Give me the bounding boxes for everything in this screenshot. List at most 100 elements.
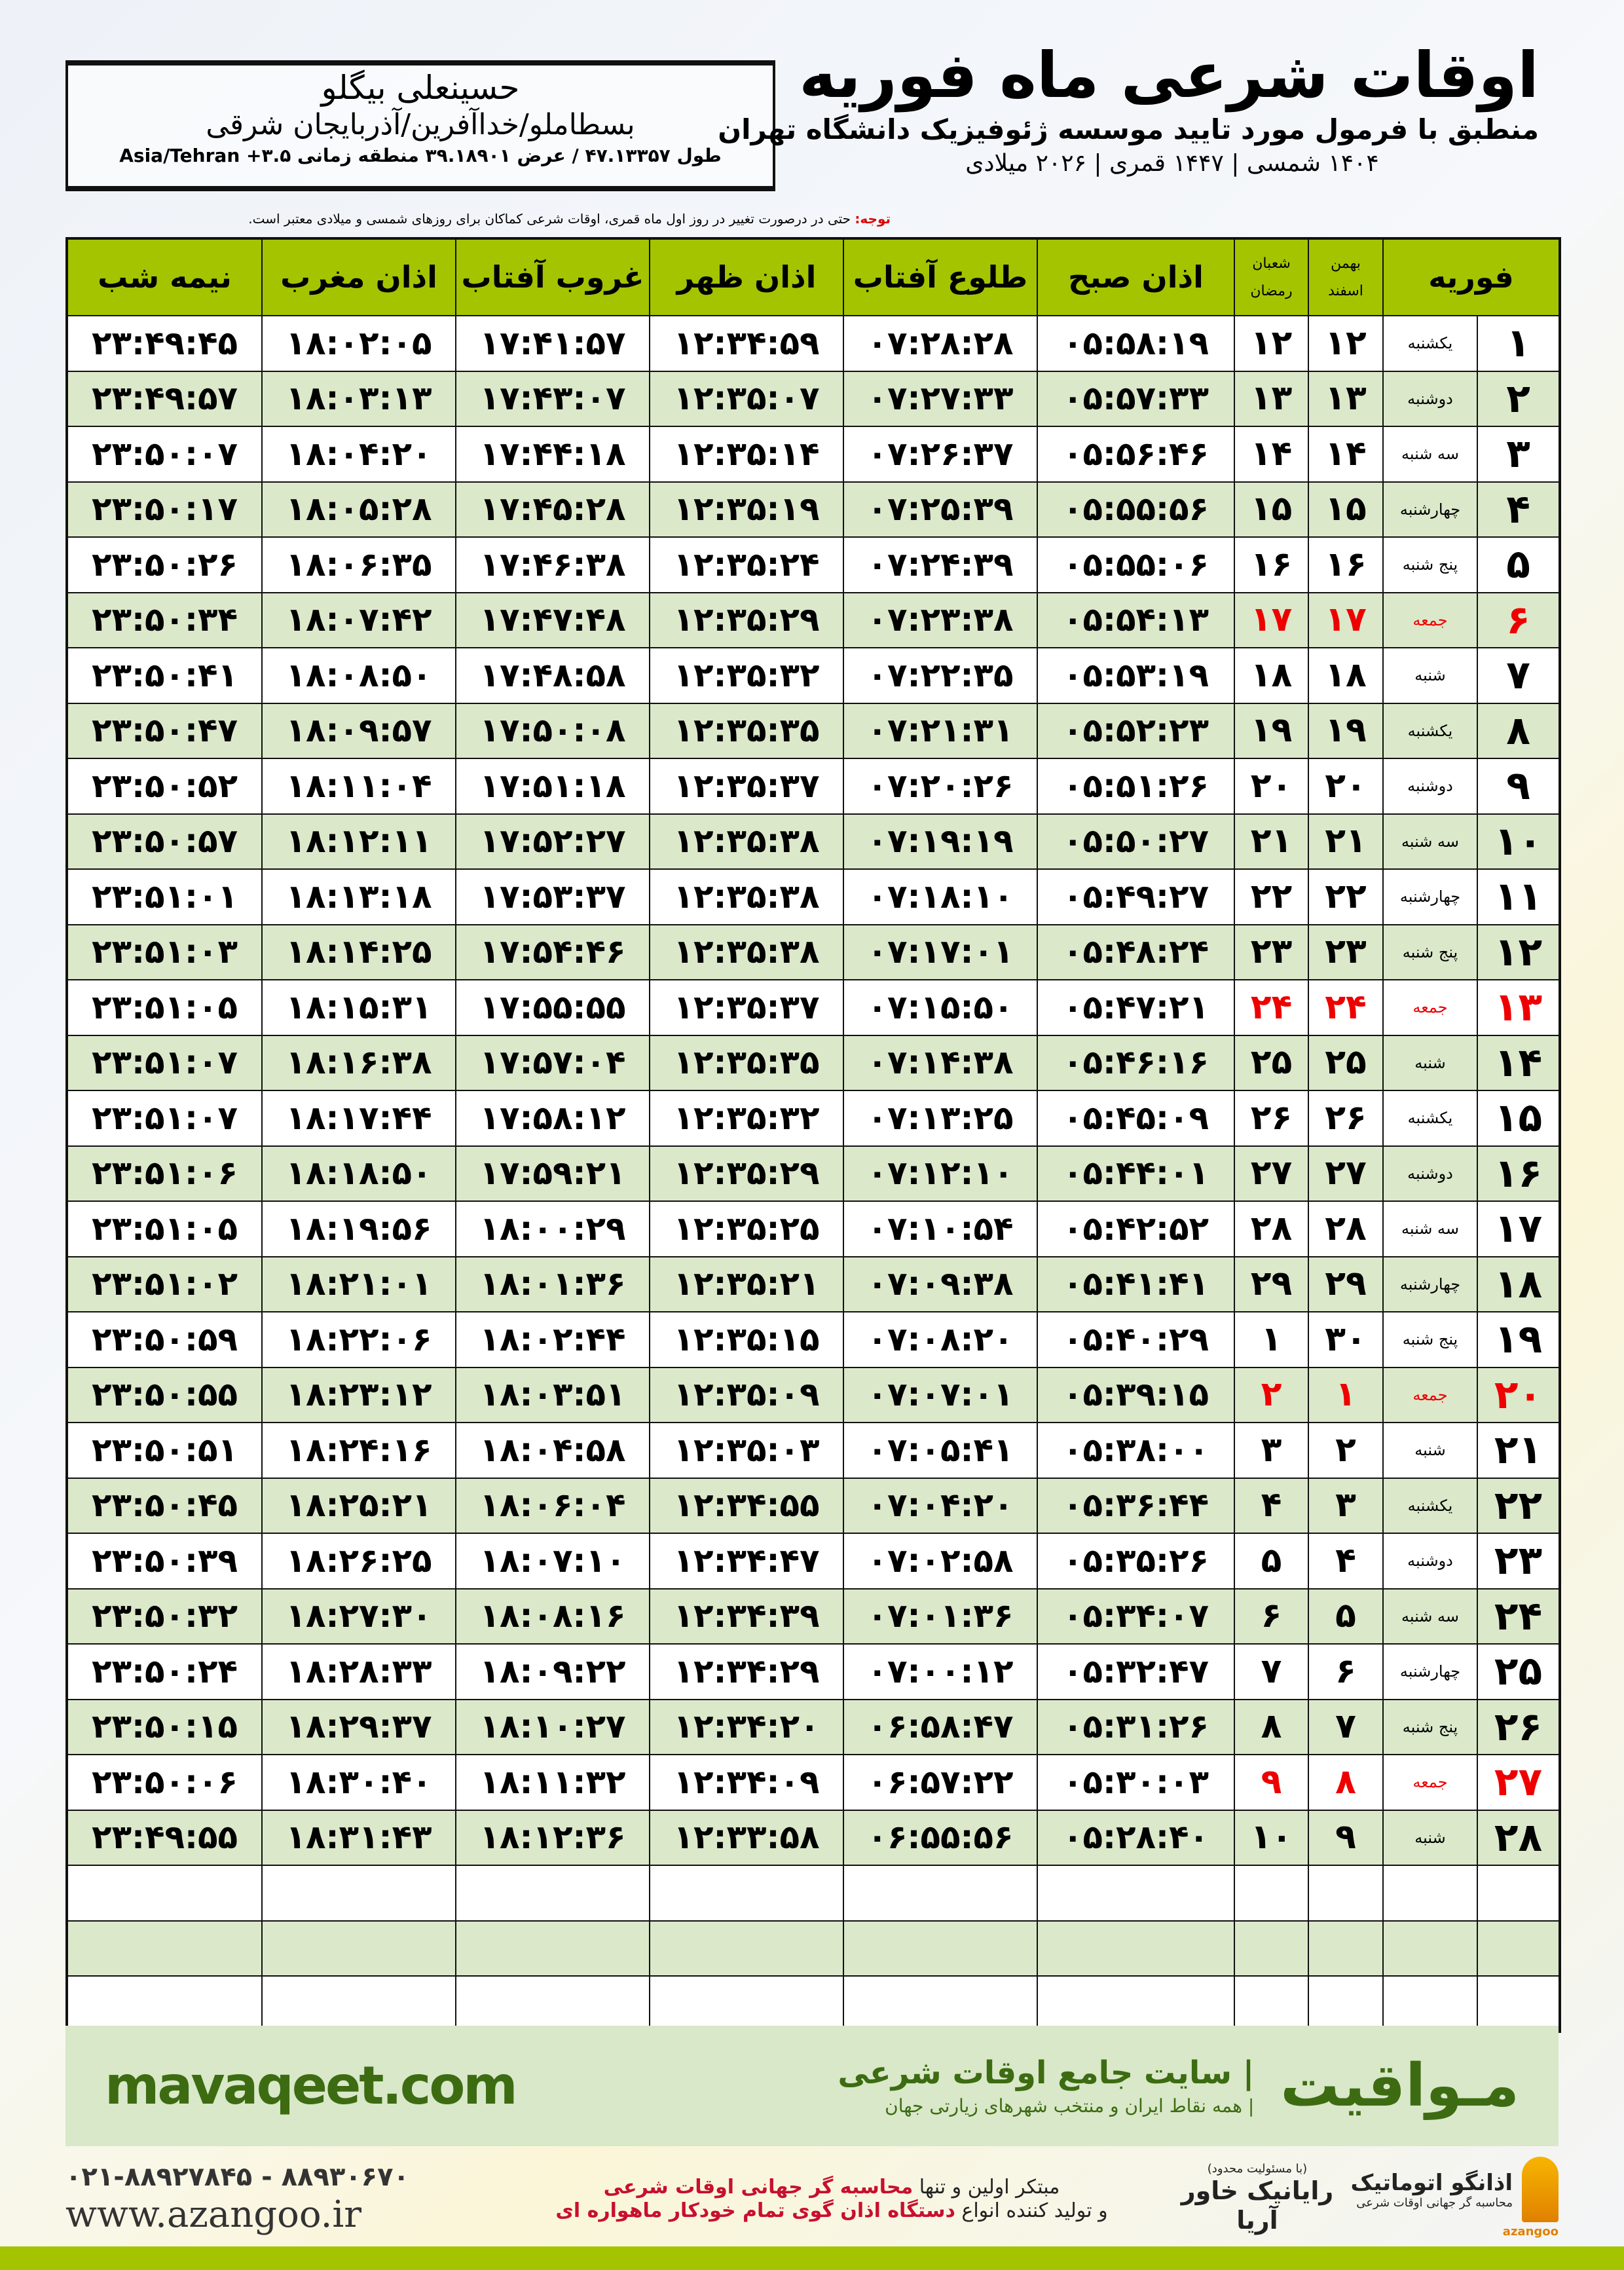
ghurub-time: ۱۸:۰۴:۵۸ [455, 1422, 650, 1479]
nime-time: ۲۳:۵۱:۰۲ [66, 1256, 263, 1312]
shamsi-day: ۱۵ [1308, 481, 1384, 538]
zohr-time: ۱۲:۳۴:۲۹ [649, 1643, 844, 1700]
weekday: شنبه [1382, 647, 1478, 704]
minaret-icon [1522, 2156, 1559, 2222]
qamari-day: ۱۳ [1234, 370, 1309, 427]
nime-time: ۲۳:۵۰:۰۶ [66, 1754, 263, 1811]
day-number: ۲۷ [1477, 1754, 1560, 1811]
tolu-time: ۰۷:۰۲:۵۸ [843, 1533, 1038, 1590]
table-row: ۲ دوشنبه ۱۳ ۱۳ ۰۵:۵۷:۳۳ ۰۷:۲۷:۳۳ ۱۲:۳۵:۰۷ ۱۷:۴۳… [66, 370, 1560, 427]
zohr-time: ۱۲:۳۴:۰۹ [649, 1754, 844, 1811]
maghrib-time: ۱۸:۱۱:۰۴ [261, 758, 456, 815]
location-box: حسینعلی بیگلو بسطاملو/خداآفرین/آذربایجان… [65, 60, 775, 191]
ghurub-time: ۱۸:۰۰:۲۹ [455, 1200, 650, 1257]
table-row: ۷ شنبه ۱۸ ۱۸ ۰۵:۵۳:۱۹ ۰۷:۲۲:۳۵ ۱۲:۳۵:۳۲ ۱۷:۴۸:۵… [66, 647, 1560, 704]
sobh-time: ۰۵:۴۹:۲۷ [1037, 868, 1235, 925]
qamari-day: ۴ [1234, 1477, 1309, 1534]
location-place: بسطاملو/خداآفرین/آذربایجان شرقی [206, 107, 635, 141]
page-subtitle: منطبق با فرمول مورد تایید موسسه ژئوفیزیک… [718, 113, 1539, 146]
ghurub-time: ۱۸:۰۷:۱۰ [455, 1533, 650, 1590]
weekday: جمعه [1382, 1754, 1478, 1811]
ghurub-time: ۱۷:۵۱:۱۸ [455, 758, 650, 815]
sobh-time: ۰۵:۳۸:۰۰ [1037, 1422, 1235, 1479]
weekday: چهارشنبه [1382, 1643, 1478, 1700]
zohr-time: ۱۲:۳۵:۳۵ [649, 702, 844, 759]
weekday: چهارشنبه [1382, 868, 1478, 925]
maghrib-time: ۱۸:۱۲:۱۱ [261, 813, 456, 870]
qamari-day: ۲۳ [1234, 923, 1309, 980]
nime-time: ۲۳:۵۱:۰۵ [66, 979, 263, 1036]
note: توجه: حتی در درصورت تغییر در روز اول ماه… [39, 211, 891, 227]
ghurub-time: ۱۷:۵۰:۰۸ [455, 702, 650, 759]
ghurub-time: ۱۸:۰۲:۴۴ [455, 1311, 650, 1368]
maghrib-time: ۱۸:۱۸:۵۰ [261, 1145, 456, 1202]
site-url[interactable]: mavaqeet.com [105, 2055, 518, 2116]
tolu-time: ۰۶:۵۷:۲۲ [843, 1754, 1038, 1811]
table-row: ۵ پنج شنبه ۱۶ ۱۶ ۰۵:۵۵:۰۶ ۰۷:۲۴:۳۹ ۱۲:۳۵:۲۴ ۱۷:… [66, 536, 1560, 593]
header-sobh: اذان صبح [1037, 238, 1235, 316]
day-number: ۲۲ [1477, 1477, 1560, 1534]
weekday: پنج شنبه [1382, 1698, 1478, 1755]
note-text: حتی در درصورت تغییر در روز اول ماه قمری،… [248, 211, 855, 227]
table-row: ۲۶ پنج شنبه ۷ ۸ ۰۵:۳۱:۲۶ ۰۶:۵۸:۴۷ ۱۲:۳۴:۲۰ ۱۸:۱… [66, 1698, 1560, 1755]
tolu-time: ۰۷:۰۴:۲۰ [843, 1477, 1038, 1534]
ghurub-time: ۱۸:۰۳:۵۱ [455, 1366, 650, 1423]
promo-line-1: مبتکر اولین و تنها محاسبه گر جهانی اوقات… [504, 2176, 1159, 2199]
sobh-time: ۰۵:۴۲:۵۲ [1037, 1200, 1235, 1257]
maghrib-time: ۱۸:۲۶:۲۵ [261, 1533, 456, 1590]
phone-numbers: ۰۲۱-۸۸۹۲۷۸۴۵ - ۸۸۹۳۰۶۷۰ [65, 2161, 409, 2192]
nime-time [66, 1975, 263, 2032]
promo2-b: دستگاه اذان گوی تمام خودکار ماهواره ای [555, 2199, 955, 2222]
weekday: دوشنبه [1382, 1533, 1478, 1590]
day-number: ۱۷ [1477, 1200, 1560, 1257]
footer-banner: مـواقیت | سایت جامع اوقات شرعی | همه نقا… [65, 2026, 1559, 2146]
sobh-time: ۰۵:۵۳:۱۹ [1037, 647, 1235, 704]
shamsi-day: ۶ [1308, 1643, 1384, 1700]
azangoo-name: اذانگو اتوماتیک [1350, 2169, 1513, 2196]
weekday: پنج شنبه [1382, 536, 1478, 593]
shamsi-day: ۲۰ [1308, 758, 1384, 815]
ghurub-time: ۱۷:۵۷:۰۴ [455, 1034, 650, 1091]
note-label: توجه: [855, 211, 891, 227]
header-zohr: اذان ظهر [649, 238, 844, 316]
table-row: ۱۳ جمعه ۲۴ ۲۴ ۰۵:۴۷:۲۱ ۰۷:۱۵:۵۰ ۱۲:۳۵:۳۷ ۱۷:۵۵:… [66, 979, 1560, 1036]
qamari-day: ۲۷ [1234, 1145, 1309, 1202]
sobh-time: ۰۵:۵۲:۲۳ [1037, 702, 1235, 759]
day-number: ۲۴ [1477, 1588, 1560, 1645]
qamari-day [1234, 1865, 1309, 1922]
azangoo-text: اذانگو اتوماتیک محاسبه گر جهانی اوقات شر… [1350, 2169, 1513, 2210]
shamsi-day: ۱ [1308, 1366, 1384, 1423]
weekday: شنبه [1382, 1034, 1478, 1091]
rayanik-logo: (با مسئولیت محدود) رایانیک خاور آریا [1179, 2162, 1336, 2236]
maghrib-time: ۱۸:۱۷:۴۴ [261, 1090, 456, 1147]
header-tolu: طلوع آفتاب [843, 238, 1038, 316]
weekday: دوشنبه [1382, 1145, 1478, 1202]
weekday: یکشنبه [1382, 702, 1478, 759]
ghurub-time: ۱۷:۴۸:۵۸ [455, 647, 650, 704]
sobh-time: ۰۵:۵۷:۳۳ [1037, 370, 1235, 427]
tolu-time [843, 1975, 1038, 2032]
nime-time: ۲۳:۵۰:۰۷ [66, 426, 263, 483]
sobh-time: ۰۵:۴۶:۱۶ [1037, 1034, 1235, 1091]
table-row: ۴ چهارشنبه ۱۵ ۱۵ ۰۵:۵۵:۵۶ ۰۷:۲۵:۳۹ ۱۲:۳۵:۱۹ ۱۷:… [66, 481, 1560, 538]
shamsi-day: ۲۹ [1308, 1256, 1384, 1312]
ghurub-time [455, 1865, 650, 1922]
sobh-time: ۰۵:۴۷:۲۱ [1037, 979, 1235, 1036]
sobh-time: ۰۵:۴۵:۰۹ [1037, 1090, 1235, 1147]
zohr-time: ۱۲:۳۵:۲۵ [649, 1200, 844, 1257]
tolu-time: ۰۷:۱۹:۱۹ [843, 813, 1038, 870]
nime-time: ۲۳:۵۱:۰۶ [66, 1145, 263, 1202]
qamari-day: ۸ [1234, 1698, 1309, 1755]
tolu-time: ۰۷:۱۳:۲۵ [843, 1090, 1038, 1147]
zohr-time [649, 1920, 844, 1977]
tolu-time: ۰۶:۵۸:۴۷ [843, 1698, 1038, 1755]
day-number: ۲۱ [1477, 1422, 1560, 1479]
table-row: ۱۸ چهارشنبه ۲۹ ۲۹ ۰۵:۴۱:۴۱ ۰۷:۰۹:۳۸ ۱۲:۳۵:۲۱ ۱۸… [66, 1256, 1560, 1312]
ghurub-time: ۱۸:۰۶:۰۴ [455, 1477, 650, 1534]
azangoo-url[interactable]: www.azangoo.ir [65, 2193, 362, 2236]
nime-time: ۲۳:۵۰:۴۱ [66, 647, 263, 704]
maghrib-time [261, 1865, 456, 1922]
tolu-time: ۰۷:۰۰:۱۲ [843, 1643, 1038, 1700]
zohr-time [649, 1975, 844, 2032]
maghrib-time: ۱۸:۱۳:۱۸ [261, 868, 456, 925]
